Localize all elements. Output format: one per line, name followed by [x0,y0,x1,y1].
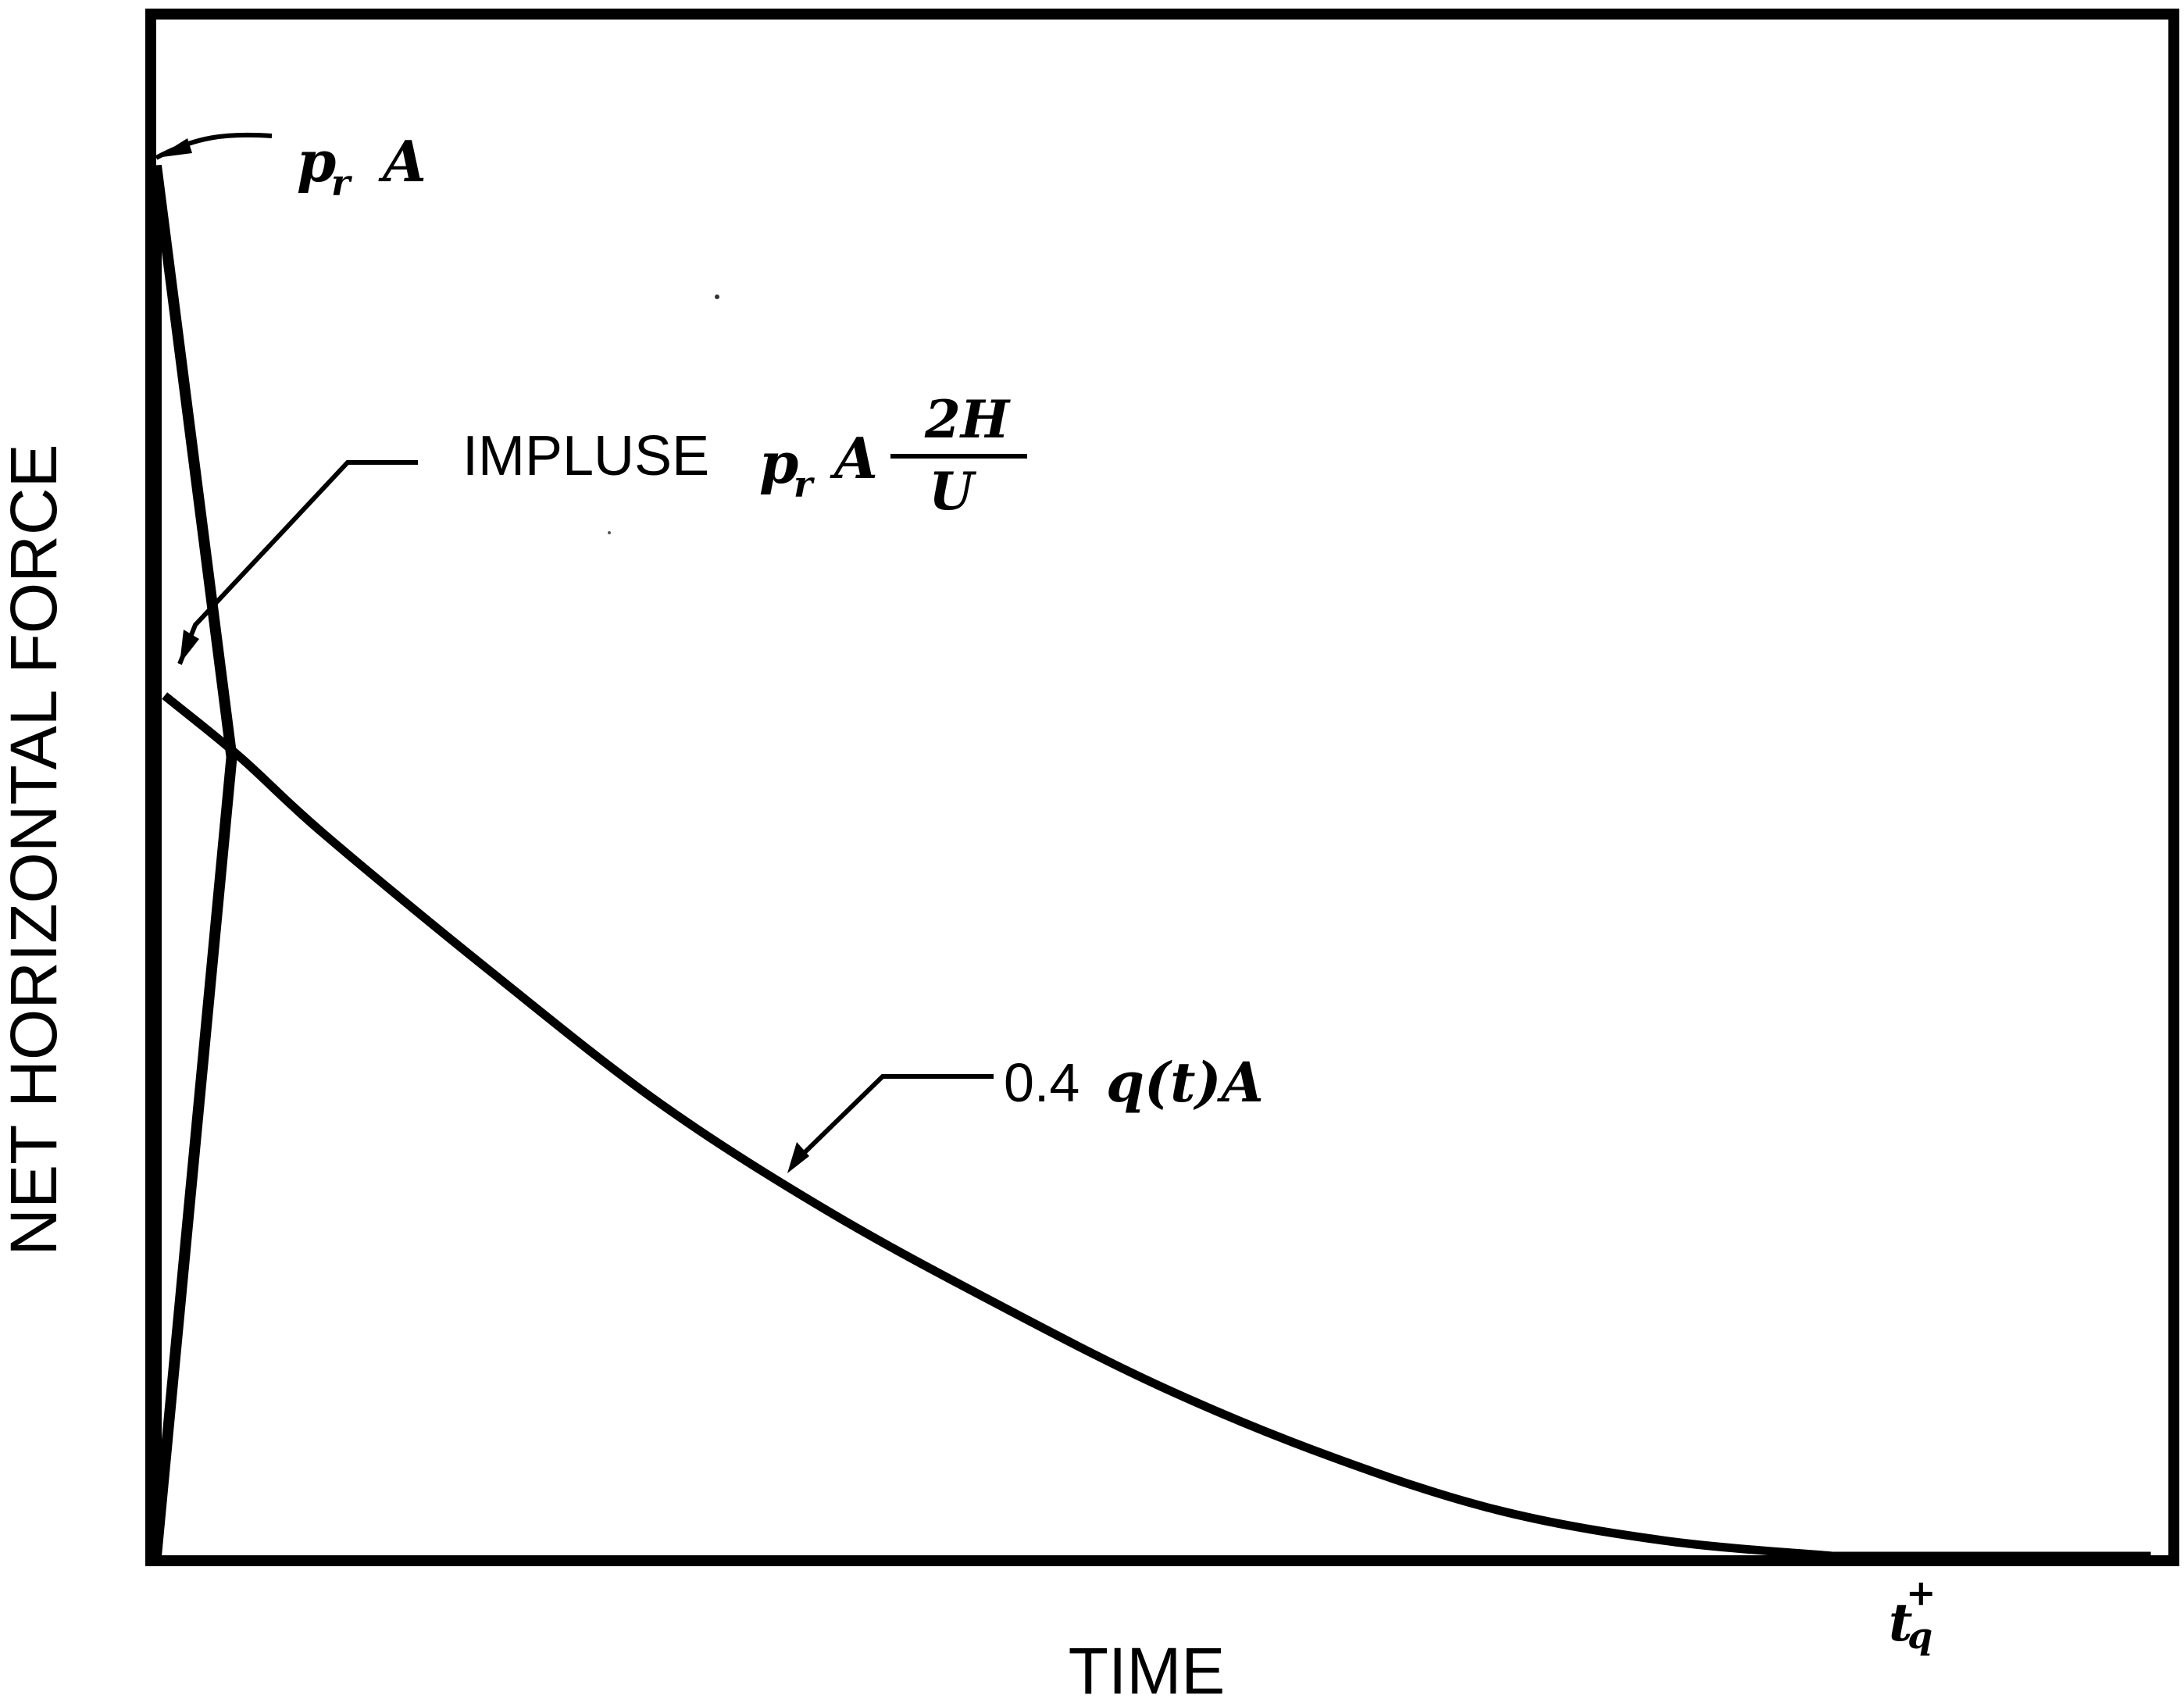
x-axis-label: TIME [1069,1634,1226,1699]
svg-text:0.4: 0.4 [1004,1052,1080,1113]
annotation-drag: 0.4 q(t)A [1004,1050,1264,1115]
svg-text:p: p [759,430,798,496]
svg-text:A: A [830,425,878,491]
svg-text:q(t)A: q(t)A [1106,1050,1264,1115]
scan-speck [608,531,611,534]
svg-text:t: t [1889,1592,1913,1653]
annotation-peak: p r A [297,128,426,204]
svg-text:r: r [331,162,353,204]
peak-leader-arrowhead [156,138,192,158]
svg-text:U: U [929,461,976,522]
svg-text:A: A [378,128,426,195]
drag-leader-line [790,1074,994,1166]
impulse-leader-arrowhead [180,630,199,664]
svg-text:IMPLUSE: IMPLUSE [462,425,709,487]
plot-frame [145,9,2179,1566]
svg-text:r: r [794,463,815,505]
annotation-impulse: IMPLUSE p r A 2H U [462,389,1027,522]
svg-text:2H: 2H [924,389,1012,450]
svg-text:q: q [1907,1615,1932,1657]
x-tick-tq: t + q [1889,1572,1936,1657]
scan-speck [715,294,719,299]
series-impulse-triangle [151,165,237,1557]
drag-leader-arrowhead [787,1142,809,1173]
svg-text:p: p [297,128,336,195]
y-axis-label: NET HORIZONTAL FORCE [0,444,70,1255]
svg-text:+: + [1906,1572,1936,1614]
series-drag-curve [162,692,2151,1561]
